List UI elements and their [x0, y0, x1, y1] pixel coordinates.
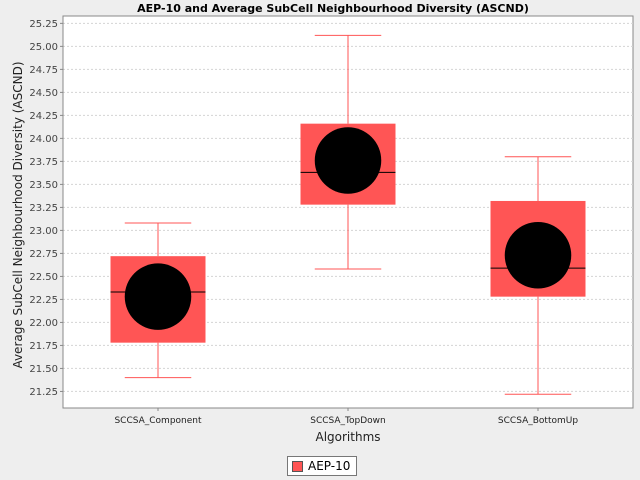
y-tick-label: 24.50: [29, 88, 58, 99]
x-axis: SCCSA_Component SCCSA_TopDown SCCSA_Bottom…: [114, 408, 578, 426]
mean-marker: [124, 263, 192, 330]
mean-marker: [314, 127, 382, 194]
y-tick-label: 25.25: [29, 19, 58, 30]
y-tick-label: 23.25: [29, 203, 58, 214]
y-tick-label: 21.25: [29, 387, 58, 398]
y-axis-label: Average SubCell Neighbourhood Diversity …: [11, 61, 25, 368]
box-SCCSA_BottomUp: [490, 156, 586, 395]
y-tick-label: 22.25: [29, 295, 58, 306]
x-tick-label: SCCSA_BottomUp: [498, 416, 578, 426]
chart-title: AEP-10 and Average SubCell Neighbourhood…: [137, 2, 529, 15]
y-tick-label: 24.75: [29, 65, 58, 76]
legend: AEP-10: [287, 456, 358, 476]
y-tick-label: 25.00: [29, 42, 58, 53]
legend-swatch: [292, 460, 303, 472]
x-axis-label: Algorithms: [315, 430, 380, 444]
y-tick-label: 24.00: [29, 134, 58, 145]
boxes: [110, 34, 586, 395]
x-tick-label: SCCSA_TopDown: [310, 416, 386, 426]
y-tick-label: 24.25: [29, 111, 58, 122]
box-SCCSA_TopDown: [300, 34, 396, 270]
y-tick-label: 21.50: [29, 364, 58, 375]
y-tick-label: 22.00: [29, 318, 58, 329]
y-tick-label: 23.00: [29, 226, 58, 237]
y-tick-label: 21.75: [29, 341, 58, 352]
x-tick-label: SCCSA_Component: [114, 416, 202, 426]
y-tick-label: 22.50: [29, 272, 58, 283]
y-tick-label: 23.50: [29, 180, 58, 191]
mean-marker: [504, 221, 572, 289]
y-tick-label: 22.75: [29, 249, 58, 260]
legend-label: AEP-10: [308, 459, 351, 473]
y-tick-label: 23.75: [29, 157, 58, 168]
box-SCCSA_Component: [110, 222, 206, 379]
y-axis: 21.25 21.50 21.75 22.00 22.25 22.50 22.75 23.00…: [29, 16, 64, 408]
